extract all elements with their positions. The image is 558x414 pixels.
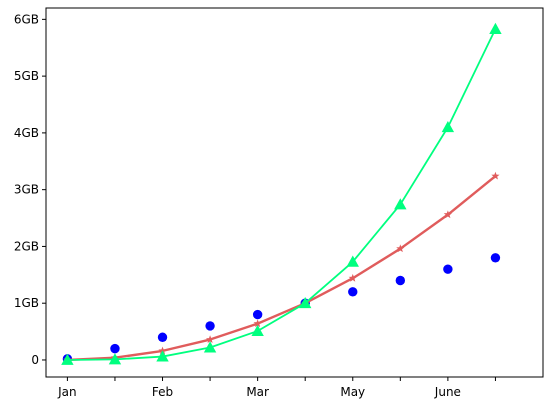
- data-point: [396, 244, 405, 253]
- data-point: [253, 319, 262, 328]
- data-point: [61, 353, 74, 365]
- y-tick-label: 1GB: [14, 296, 39, 310]
- y-tick-label: 4GB: [14, 126, 39, 140]
- axes-layer: 0 1GB 2GB 3GB 4GB 5GB 6GB Jan Feb Mar May June: [14, 7, 544, 399]
- data-point: [489, 22, 502, 34]
- data-point: [157, 332, 168, 342]
- data-point: [156, 350, 169, 362]
- series-1: [63, 171, 500, 364]
- data-point: [108, 353, 122, 365]
- data-point: [252, 309, 263, 320]
- x-tick-label: Feb: [152, 385, 173, 399]
- x-tick-label: June: [434, 385, 461, 399]
- data-point: [395, 275, 406, 286]
- data-point: [348, 273, 357, 282]
- data-point: [490, 253, 501, 263]
- y-tick-label: 6GB: [14, 12, 39, 26]
- data-point: [205, 321, 215, 331]
- series-line: [67, 28, 497, 361]
- y-tick-label: 2GB: [14, 239, 39, 253]
- y-tick-label: 3GB: [14, 183, 39, 197]
- data-point: [443, 264, 453, 274]
- data-point: [491, 171, 500, 180]
- data-point: [443, 210, 452, 219]
- y-tick-label: 0: [31, 353, 39, 367]
- series-line: [67, 175, 497, 362]
- x-tick-label: Mar: [246, 385, 269, 399]
- y-tick-label: 5GB: [14, 69, 39, 83]
- x-tick-label: Jan: [57, 385, 77, 399]
- data-point: [394, 198, 407, 210]
- x-tick-label: May: [340, 385, 365, 399]
- series-0: [62, 253, 501, 364]
- data-point: [203, 341, 217, 353]
- data-point: [251, 324, 264, 336]
- series-2: [61, 22, 502, 365]
- data-point: [299, 297, 312, 309]
- data-point: [346, 255, 359, 267]
- data-point: [110, 343, 120, 354]
- data-point: [441, 121, 455, 133]
- series-layer: [61, 22, 502, 365]
- data-point: [348, 287, 358, 297]
- data-point: [205, 335, 215, 344]
- axes-frame: [45, 7, 544, 378]
